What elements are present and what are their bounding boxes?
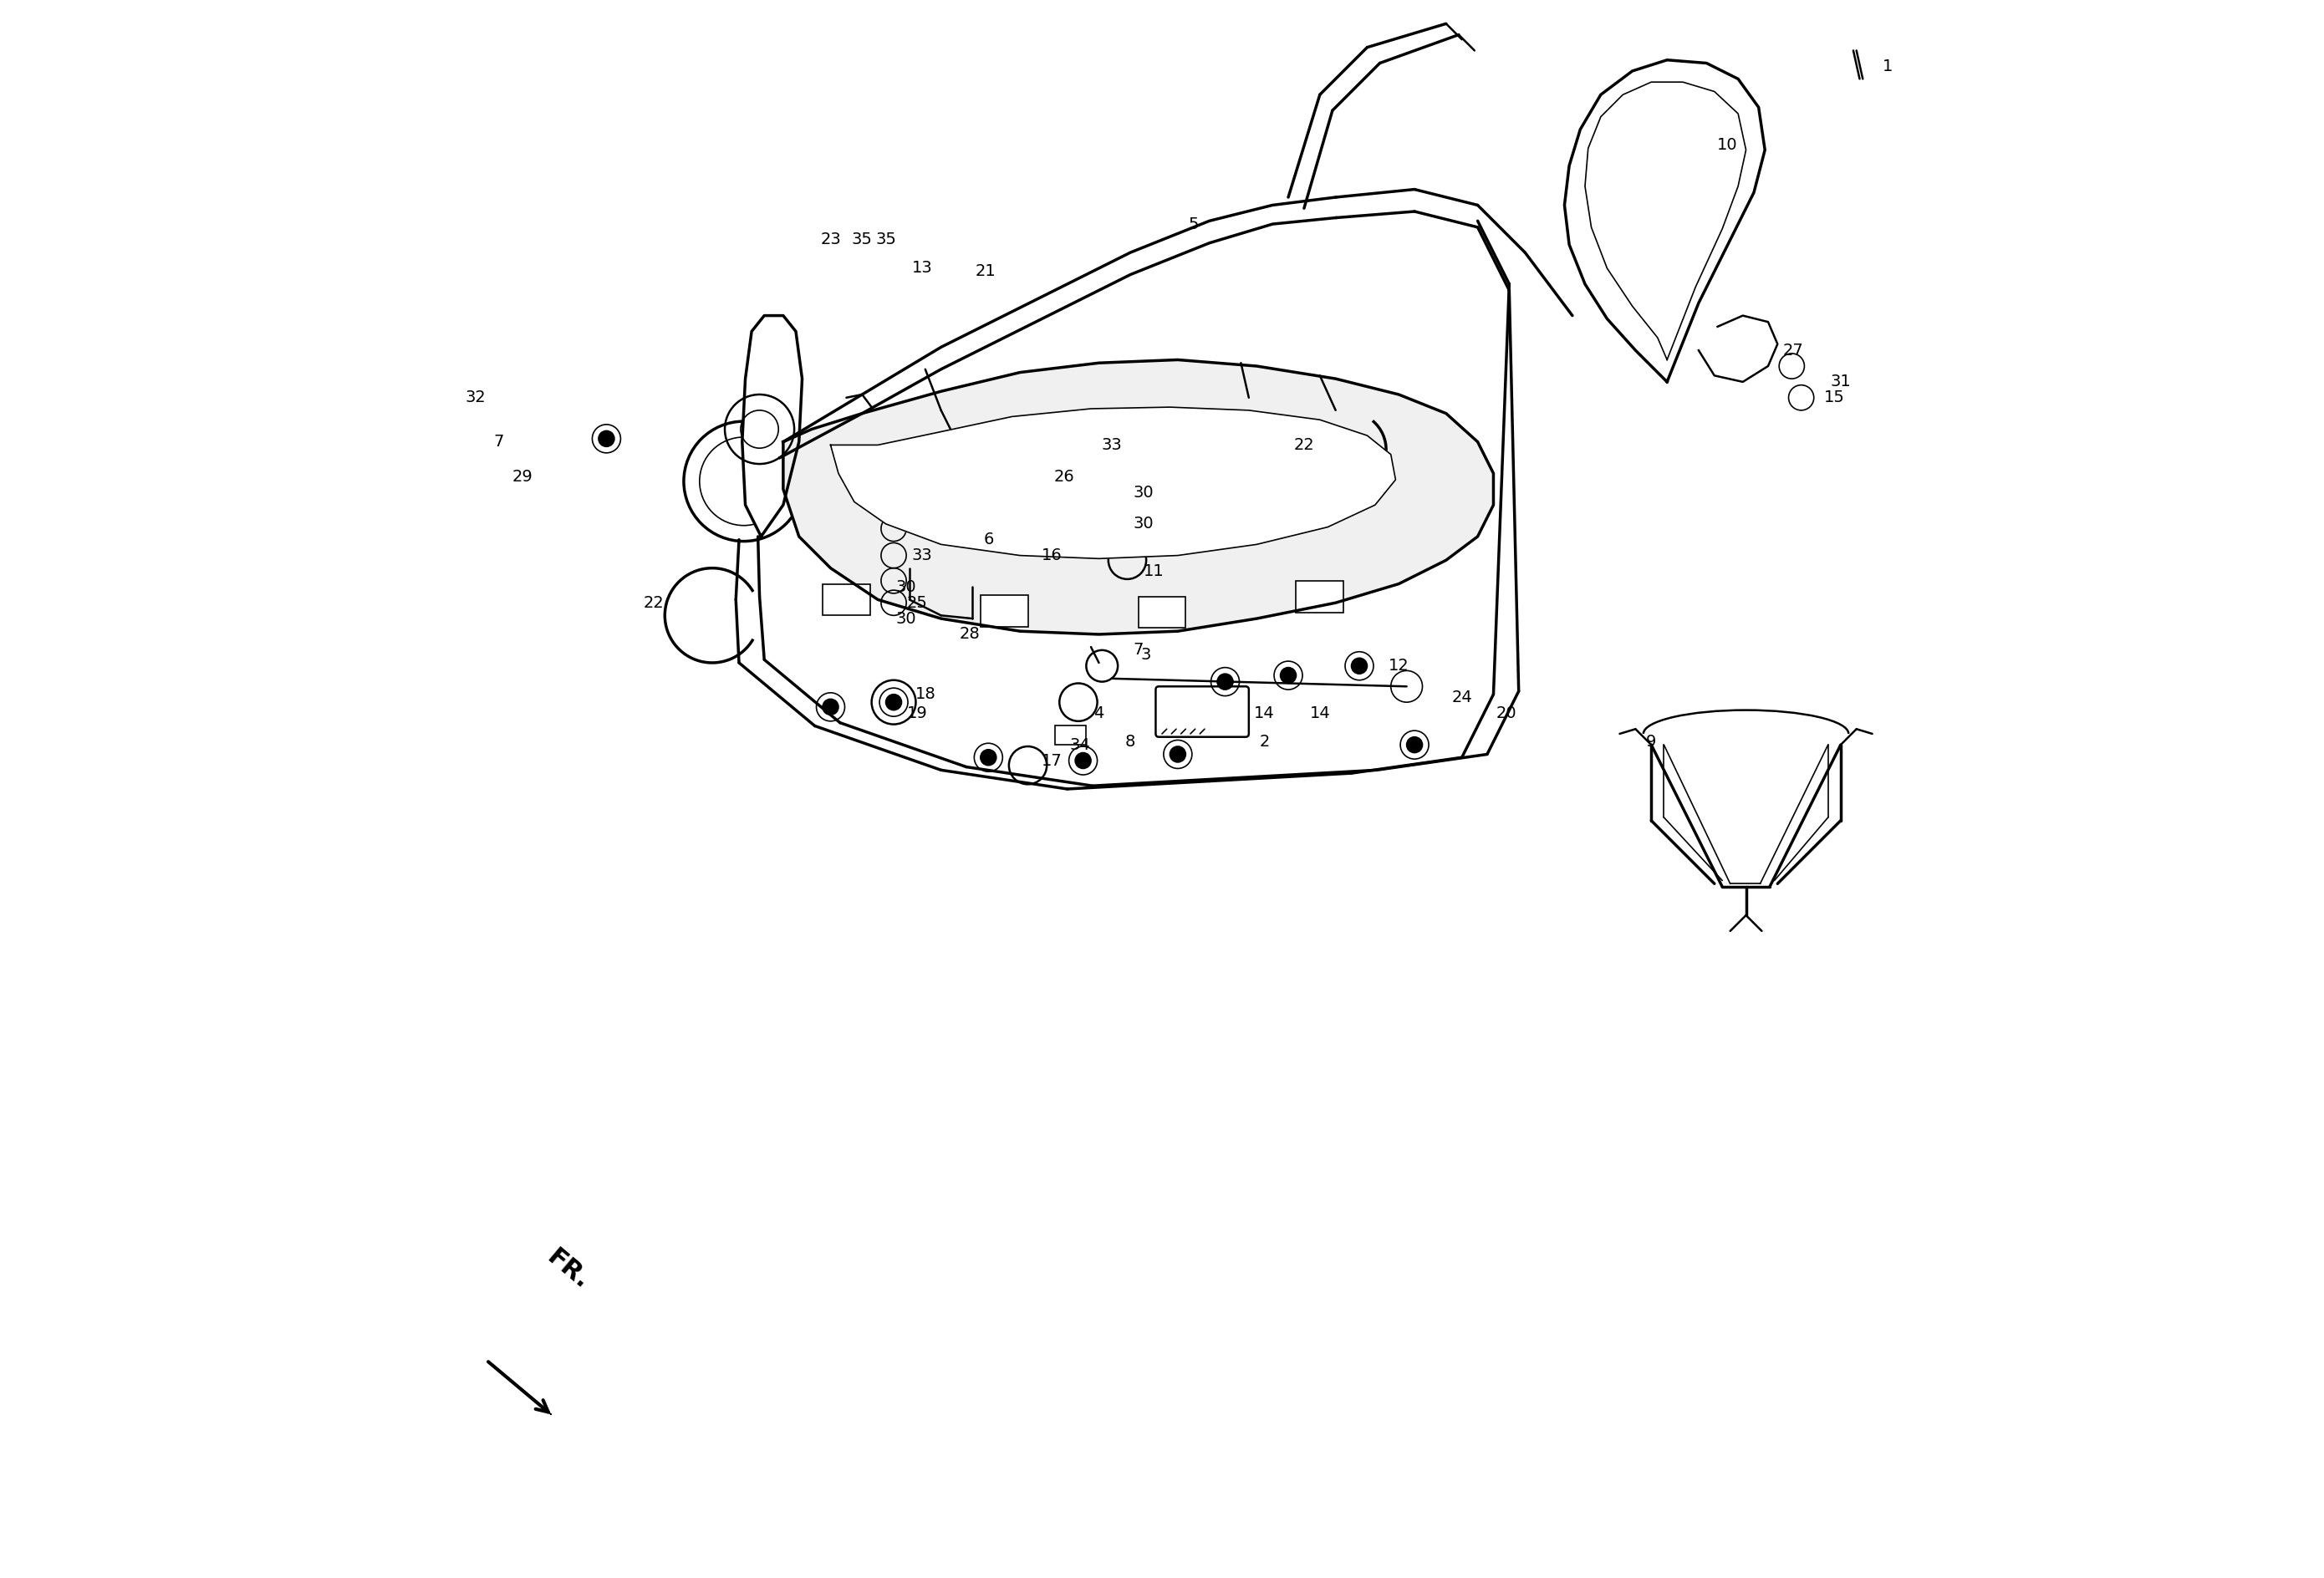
Text: 6: 6 (983, 532, 995, 548)
Text: 7: 7 (1134, 642, 1143, 658)
Polygon shape (741, 316, 802, 537)
Text: 2: 2 (1260, 734, 1269, 750)
Text: 22: 22 (1294, 437, 1315, 453)
Text: 9: 9 (1645, 734, 1657, 750)
Bar (1055, 726, 1085, 745)
Text: 29: 29 (511, 469, 532, 484)
Text: 28: 28 (960, 626, 981, 642)
Bar (1139, 596, 1185, 628)
Text: 35: 35 (851, 232, 872, 248)
Text: 1: 1 (1882, 58, 1894, 74)
Polygon shape (783, 360, 1494, 634)
Text: 22: 22 (644, 595, 665, 611)
Text: 16: 16 (1041, 548, 1062, 563)
Circle shape (885, 694, 902, 710)
Text: 3: 3 (1141, 647, 1150, 663)
Text: 33: 33 (911, 548, 932, 563)
Text: 23: 23 (820, 232, 841, 248)
Circle shape (823, 699, 839, 715)
Text: 13: 13 (911, 260, 932, 276)
Circle shape (981, 750, 997, 765)
Text: 30: 30 (897, 611, 916, 626)
Bar (1297, 581, 1343, 612)
Text: 8: 8 (1125, 734, 1136, 750)
Text: 31: 31 (1831, 374, 1850, 390)
Text: 4: 4 (1095, 705, 1104, 721)
Text: 10: 10 (1717, 137, 1738, 153)
Text: FR.: FR. (541, 1245, 593, 1294)
Text: 7: 7 (495, 434, 504, 450)
Text: 32: 32 (465, 390, 486, 406)
Bar (981, 595, 1027, 626)
Text: 33: 33 (1102, 437, 1122, 453)
Text: 12: 12 (1387, 658, 1408, 674)
Circle shape (1169, 746, 1185, 762)
Text: 27: 27 (1783, 342, 1803, 358)
Circle shape (1350, 658, 1367, 674)
Bar (823, 584, 869, 615)
Text: 18: 18 (916, 686, 937, 702)
Text: 30: 30 (897, 579, 916, 595)
Text: 14: 14 (1255, 705, 1276, 721)
Text: 14: 14 (1308, 705, 1329, 721)
Circle shape (1406, 737, 1422, 753)
Polygon shape (1699, 316, 1778, 382)
Text: 17: 17 (1041, 753, 1062, 768)
Circle shape (1218, 674, 1234, 690)
Text: 15: 15 (1824, 390, 1845, 406)
Circle shape (1076, 753, 1090, 768)
Polygon shape (1564, 60, 1764, 382)
Polygon shape (830, 407, 1397, 559)
Circle shape (600, 431, 614, 447)
Text: 11: 11 (1143, 563, 1164, 579)
FancyBboxPatch shape (1155, 686, 1248, 737)
Text: 25: 25 (906, 595, 927, 611)
Text: 24: 24 (1452, 690, 1471, 705)
Text: 30: 30 (1132, 484, 1153, 500)
Text: 19: 19 (906, 705, 927, 721)
Text: 5: 5 (1188, 216, 1199, 232)
Text: 20: 20 (1497, 705, 1515, 721)
Text: 35: 35 (876, 232, 897, 248)
Text: 26: 26 (1053, 469, 1074, 484)
Text: 30: 30 (1132, 516, 1153, 532)
Text: 34: 34 (1069, 737, 1090, 753)
Text: 21: 21 (974, 264, 995, 279)
Circle shape (1281, 667, 1297, 683)
